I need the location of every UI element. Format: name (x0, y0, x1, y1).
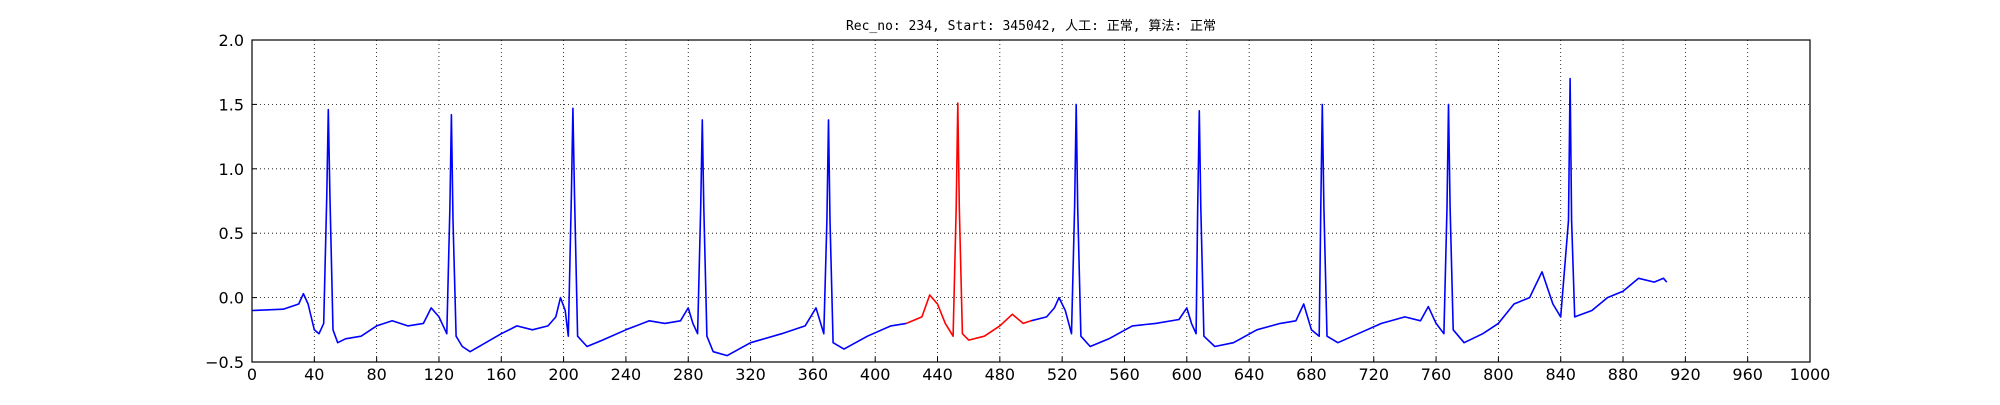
x-tick-label: 360 (798, 365, 829, 384)
y-tick-label: 0.5 (219, 224, 244, 243)
y-tick-label: 0.0 (219, 289, 244, 308)
x-tick-label: 120 (424, 365, 455, 384)
x-tick-label: 0 (247, 365, 257, 384)
x-tick-label: 320 (735, 365, 766, 384)
x-tick-label: 160 (486, 365, 517, 384)
y-axis-ticks: −0.5 0.0 0.5 1.0 1.5 2.0 (205, 31, 257, 372)
ecg-series-line-0 (251, 107, 907, 357)
chart-title: Rec_no: 234, Start: 345042, 人工: 正常, 算法: … (846, 19, 1216, 34)
x-tick-label: 600 (1172, 365, 1203, 384)
x-tick-label: 920 (1670, 365, 1701, 384)
y-tick-label: −0.5 (205, 353, 244, 372)
x-tick-label: 840 (1545, 365, 1576, 384)
x-tick-label: 760 (1421, 365, 1452, 384)
x-tick-label: 720 (1358, 365, 1389, 384)
x-tick-label: 440 (922, 365, 953, 384)
x-tick-label: 800 (1483, 365, 1514, 384)
x-tick-label: 960 (1732, 365, 1763, 384)
y-tick-label: 1.5 (219, 95, 244, 114)
x-tick-label: 200 (548, 365, 579, 384)
ecg-series-line-1 (906, 102, 1032, 341)
grid-layer (251, 39, 1811, 363)
x-tick-label: 40 (304, 365, 324, 384)
x-tick-label: 680 (1296, 365, 1327, 384)
x-tick-label: 560 (1109, 365, 1140, 384)
y-tick-label: 1.0 (219, 160, 244, 179)
plot-frame (251, 39, 1811, 363)
x-tick-label: 520 (1047, 365, 1078, 384)
y-tick-label: 2.0 (219, 31, 244, 50)
x-axis-ticks: 0 40 80 120 160 200 240 280 320 360 400 440 480 520 56… (247, 357, 1830, 384)
x-tick-label: 640 (1234, 365, 1265, 384)
x-tick-label: 240 (611, 365, 642, 384)
x-tick-label: 280 (673, 365, 704, 384)
series-layer (251, 77, 1668, 357)
x-tick-label: 80 (366, 365, 386, 384)
ecg-series-line-2 (1030, 77, 1668, 348)
x-tick-label: 880 (1608, 365, 1639, 384)
x-tick-label: 400 (860, 365, 891, 384)
x-tick-label: 480 (985, 365, 1016, 384)
x-tick-label: 1000 (1790, 365, 1831, 384)
